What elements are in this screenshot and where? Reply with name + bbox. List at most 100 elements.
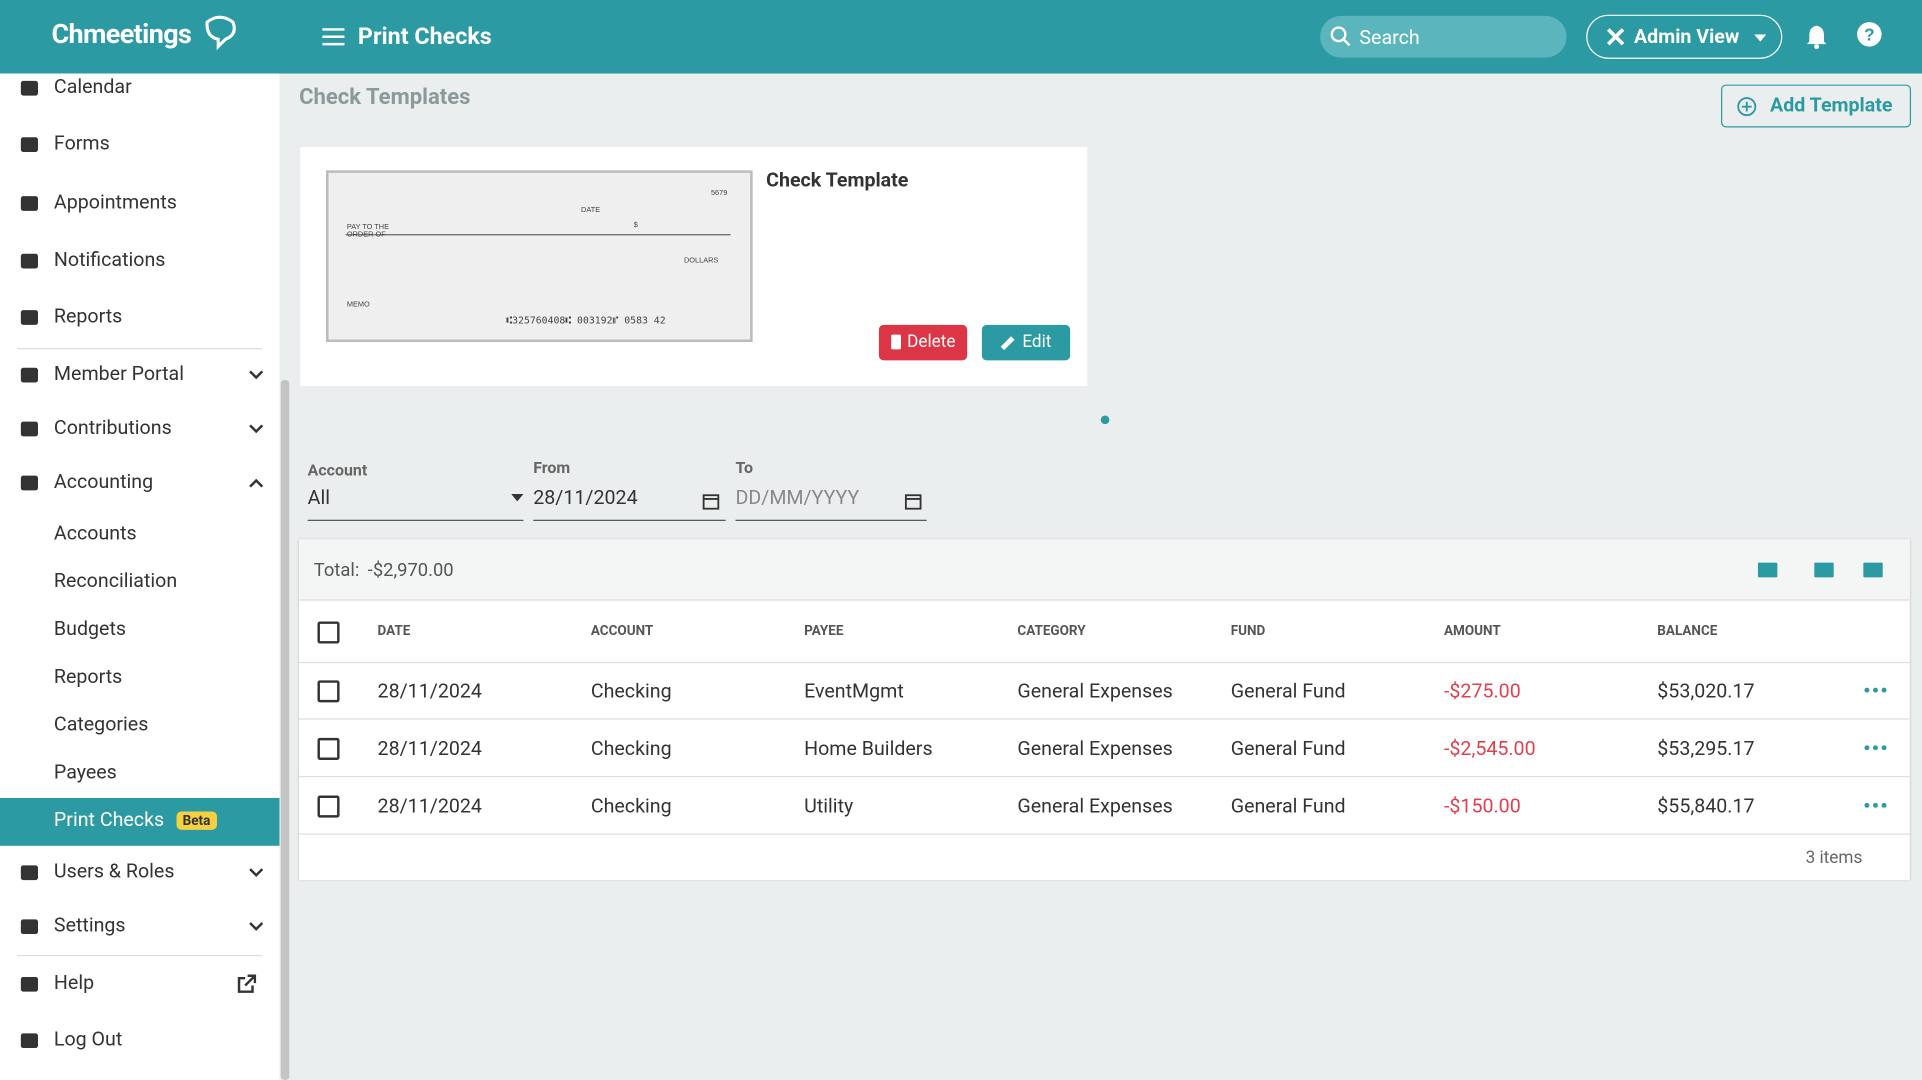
check-micr: ⑆325760408⑆ 003192⑈ 0583 42 <box>506 315 666 327</box>
help-button-graphic: ? <box>1857 22 1882 47</box>
sidebar-icon <box>20 78 40 98</box>
row-checkbox[interactable] <box>317 795 340 818</box>
table-cell: Checking <box>590 679 672 703</box>
caret-graphic <box>1754 34 1767 42</box>
menu-button[interactable] <box>321 27 346 47</box>
check-text: $ <box>633 221 638 230</box>
expand-chevron[interactable] <box>249 922 264 932</box>
table-cell: $53,020.17 <box>1657 679 1755 703</box>
column-header: CATEGORY <box>1017 622 1086 639</box>
row-actions-graphic <box>1864 745 1887 751</box>
notifications-button[interactable] <box>1806 25 1828 50</box>
sidebar-icon-graphic <box>20 865 38 881</box>
toolbar-button-graphic <box>1814 562 1834 578</box>
row-divider <box>299 661 1910 664</box>
sidebar-item[interactable]: Contributions <box>53 415 172 439</box>
sidebar-icon <box>20 975 40 995</box>
row-checkbox[interactable] <box>317 680 340 703</box>
sidebar-item[interactable]: Calendar <box>53 74 132 99</box>
add-template-label: Add Template <box>1770 93 1893 117</box>
filter-value[interactable]: 28/11/2024 <box>533 485 638 509</box>
table-cell: Home Builders <box>804 736 933 760</box>
table-cell: -$275.00 <box>1443 679 1521 703</box>
filter-value[interactable]: DD/MM/YYYY <box>735 485 860 509</box>
sidebar-item[interactable]: Accounting <box>53 469 154 493</box>
table-cell: Utility <box>804 794 854 818</box>
toolbar-button[interactable] <box>1814 561 1834 578</box>
beta-badge: Beta <box>176 811 217 830</box>
toolbar-button[interactable] <box>1863 561 1883 578</box>
calendar-icon[interactable] <box>904 493 922 510</box>
expand-chevron-graphic <box>249 478 264 488</box>
sidebar-item[interactable]: Forms <box>53 131 110 155</box>
calendar-icon[interactable] <box>702 493 720 510</box>
row-actions-graphic <box>1864 802 1887 808</box>
sidebar-icon <box>20 308 40 328</box>
sidebar-icon <box>20 473 40 493</box>
sidebar-item[interactable]: Appointments <box>53 189 177 214</box>
sidebar-icon <box>20 1031 40 1051</box>
sidebar-item[interactable]: Categories <box>53 712 149 736</box>
sidebar-icon-graphic <box>20 253 38 269</box>
check-text: 5679 <box>710 189 728 198</box>
sidebar-icon-graphic <box>20 475 38 491</box>
search-icon <box>1330 26 1352 48</box>
table-cell: $53,295.17 <box>1657 736 1755 760</box>
search-box[interactable]: Search <box>1320 15 1567 58</box>
filter-value[interactable]: All <box>307 485 331 509</box>
table-cell: Checking <box>590 736 672 760</box>
table-cell: General Expenses <box>1017 794 1173 818</box>
sidebar-item[interactable]: Budgets <box>53 616 126 640</box>
row-checkbox[interactable] <box>317 621 340 644</box>
check-text: MEMO <box>346 301 370 309</box>
expand-chevron[interactable] <box>249 478 264 488</box>
sidebar-item[interactable]: Reports <box>53 303 123 328</box>
sidebar-item[interactable]: Payees <box>53 759 117 784</box>
menu-button-graphic <box>322 28 345 46</box>
expand-chevron[interactable] <box>249 370 264 380</box>
plus-icon <box>1737 97 1757 117</box>
tools-icon-graphic <box>1606 28 1625 46</box>
expand-chevron[interactable] <box>249 424 264 434</box>
view-button[interactable]: Admin View <box>1586 14 1783 59</box>
pencil-icon <box>1000 336 1015 351</box>
active-item-bg <box>0 797 280 846</box>
sidebar-item[interactable]: Log Out <box>53 1027 123 1051</box>
toolbar-button[interactable] <box>1757 561 1778 578</box>
delete-button[interactable]: Delete <box>878 324 968 361</box>
sidebar-icon-graphic <box>20 367 38 383</box>
sidebar-item[interactable]: Print Checks <box>53 807 165 832</box>
sidebar-item[interactable]: Notifications <box>53 247 166 271</box>
carousel-dot <box>1100 415 1110 425</box>
row-checkbox[interactable] <box>317 737 340 760</box>
check-text: PAY TO THE ORDER OF <box>346 224 390 240</box>
sidebar-item[interactable]: Reconciliation <box>53 568 178 593</box>
row-actions[interactable] <box>1864 802 1887 808</box>
expand-chevron[interactable] <box>249 868 264 878</box>
logo-mark <box>201 15 238 52</box>
dropdown-caret-graphic <box>511 493 524 502</box>
sidebar-item[interactable]: Reports <box>53 664 123 688</box>
toolbar-button-graphic <box>1863 562 1883 578</box>
column-header: DATE <box>377 622 411 639</box>
calendar-icon-graphic <box>904 494 922 510</box>
help-button[interactable]: ? <box>1856 21 1883 48</box>
column-header: BALANCE <box>1657 622 1718 639</box>
filter-underline <box>735 519 927 521</box>
sidebar-item[interactable]: Help <box>53 970 95 995</box>
filter-underline <box>307 519 524 521</box>
tools-icon <box>1605 26 1627 48</box>
sidebar-item[interactable]: Member Portal <box>53 361 185 385</box>
template-name: Check Template <box>766 167 909 192</box>
edit-button[interactable]: Edit <box>981 324 1071 361</box>
add-template-button[interactable]: Add Template <box>1721 84 1912 128</box>
row-actions[interactable] <box>1864 687 1887 693</box>
row-actions[interactable] <box>1864 745 1887 751</box>
sidebar-item[interactable]: Settings <box>53 913 126 937</box>
search-icon-graphic <box>1330 26 1351 47</box>
sidebar-item[interactable]: Accounts <box>53 520 137 545</box>
sidebar-icon <box>20 863 40 883</box>
row-divider <box>299 718 1910 720</box>
sidebar-item[interactable]: Users & Roles <box>53 859 175 883</box>
